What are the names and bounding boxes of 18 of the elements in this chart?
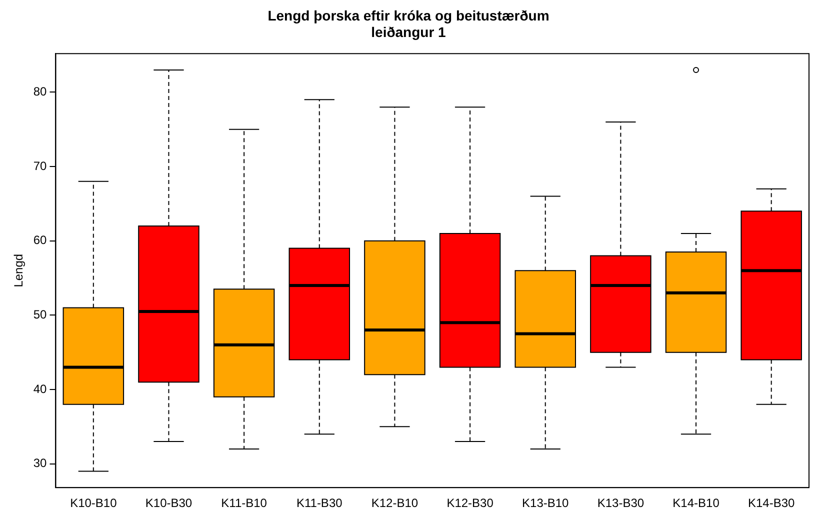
- y-tick-label: 50: [33, 308, 48, 322]
- x-tick-label: K12-B30: [446, 496, 494, 510]
- x-tick-label: K12-B10: [371, 496, 418, 510]
- y-axis-title: Lengd: [12, 254, 26, 288]
- x-tick-label: K10-B10: [70, 496, 118, 510]
- y-tick-label: 80: [33, 84, 48, 99]
- x-tick-label: K13-B30: [597, 496, 644, 510]
- x-tick-label: K14-B10: [672, 496, 720, 510]
- x-tick-label: K14-B30: [748, 496, 796, 510]
- y-tick-label: 40: [33, 382, 48, 396]
- y-tick-label: 30: [33, 456, 48, 470]
- x-tick-label: K11-B30: [296, 496, 343, 510]
- y-tick-label: 70: [33, 158, 48, 173]
- x-tick-label: K11-B10: [221, 496, 268, 510]
- chart-title: Lengd þorska eftir króka og beitustærðum leiðangur 1: [268, 7, 550, 40]
- x-tick-label: K10-B30: [145, 496, 192, 510]
- y-tick-label: 60: [33, 233, 48, 248]
- x-tick-label: K13-B10: [522, 496, 570, 510]
